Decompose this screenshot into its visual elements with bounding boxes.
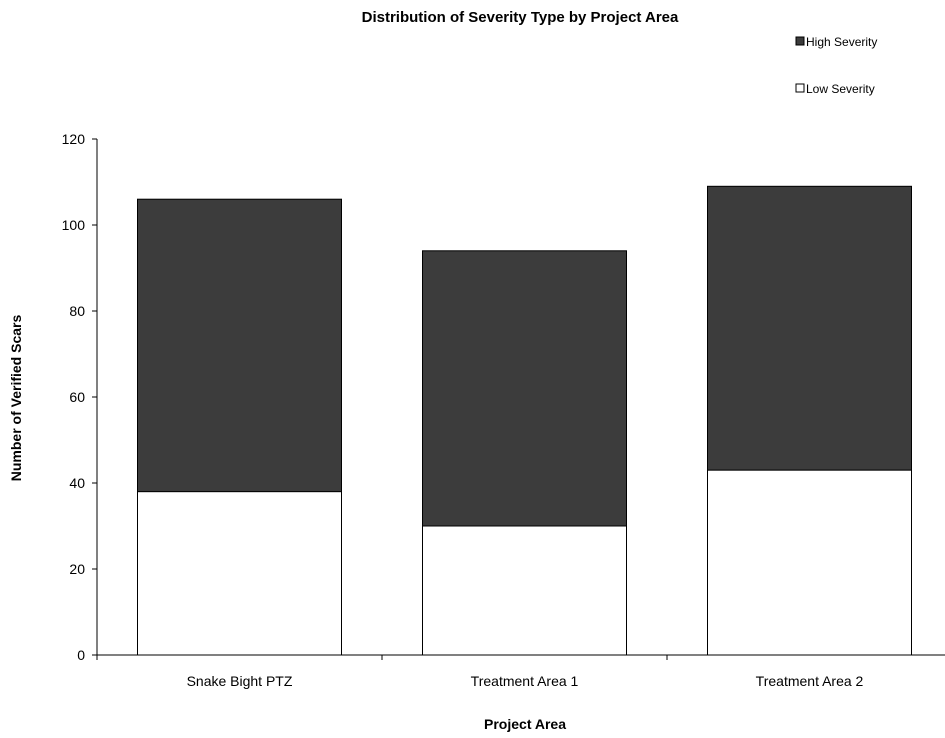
x-tick-label: Snake Bight PTZ	[187, 673, 293, 689]
x-tick-label: Treatment Area 2	[756, 673, 864, 689]
y-tick-label: 0	[77, 647, 85, 663]
x-axis-title: Project Area	[484, 716, 566, 732]
y-tick-label: 60	[69, 389, 85, 405]
legend-swatch-low-severity	[795, 83, 805, 93]
y-tick-label: 40	[69, 475, 85, 491]
legend-label-low-severity: Low Severity	[806, 82, 875, 96]
legend: High Severity Low Severity	[795, 35, 877, 96]
y-tick-label: 80	[69, 303, 85, 319]
y-axis-title: Number of Verified Scars	[8, 315, 24, 482]
bar-high-severity	[422, 250, 627, 527]
bar-high-severity	[707, 185, 912, 471]
y-tick-label: 20	[69, 561, 85, 577]
legend-label-high-severity: High Severity	[806, 35, 877, 49]
bar-low-severity	[707, 469, 912, 656]
y-tick-label: 120	[62, 131, 86, 147]
bar-low-severity	[422, 525, 627, 656]
bar-low-severity	[137, 491, 342, 656]
bar-high-severity	[137, 198, 342, 493]
legend-swatch-high-severity	[795, 36, 805, 46]
plot-area: 0 20 40 60 80 100 120 Snake Bight PTZ Treatment …	[62, 131, 945, 689]
chart-title: Distribution of Severity Type by Project…	[362, 9, 679, 26]
y-tick-label: 100	[62, 217, 86, 233]
x-tick-label: Treatment Area 1	[471, 673, 579, 689]
